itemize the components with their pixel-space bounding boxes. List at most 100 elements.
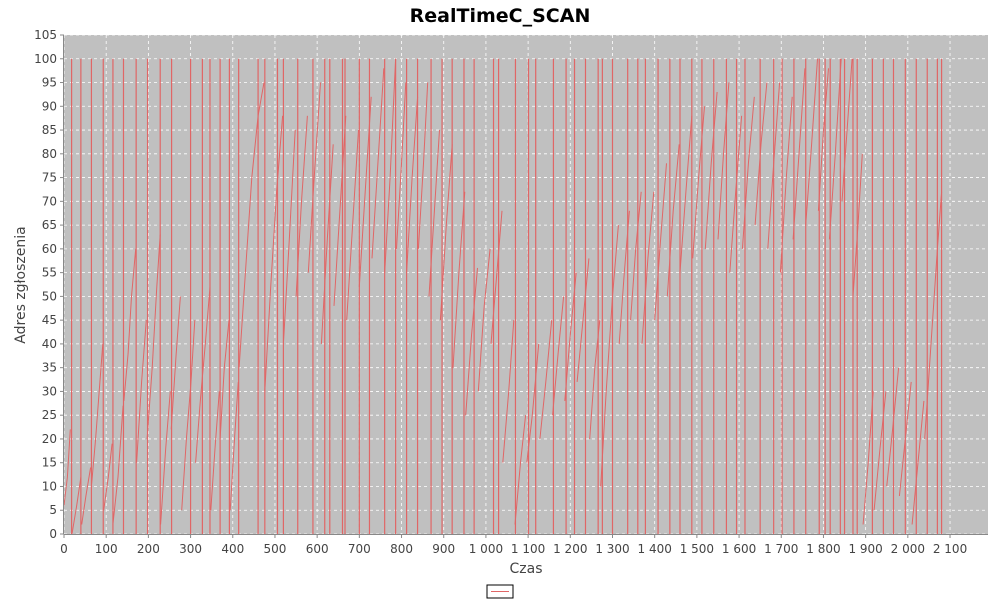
series-segment	[136, 320, 147, 463]
series-line	[63, 58, 943, 535]
series-segment	[195, 286, 211, 463]
x-tick-label: 1 100	[511, 542, 545, 556]
y-tick-label: 10	[42, 479, 57, 493]
series-segment	[886, 367, 900, 487]
x-tick-label: 1 000	[469, 542, 503, 556]
series-segment	[452, 191, 466, 368]
series-segment	[490, 210, 503, 344]
y-tick-label: 40	[42, 337, 57, 351]
series-segment	[741, 96, 755, 249]
x-axis-label: Czas	[510, 561, 543, 577]
x-tick-label: 2 000	[891, 542, 925, 556]
series-segment	[428, 129, 440, 297]
x-tick-label: 400	[221, 542, 244, 556]
series-segment	[123, 248, 137, 401]
y-tick-label: 45	[42, 313, 57, 327]
x-tick-label: 1 800	[806, 542, 840, 556]
series-segment	[729, 115, 743, 273]
series-segment	[754, 82, 768, 226]
y-tick-label: 0	[49, 527, 57, 541]
y-tick-label: 95	[42, 76, 57, 90]
x-tick-label: 2 100	[933, 542, 967, 556]
y-tick-label: 105	[34, 28, 57, 42]
series-segment	[792, 68, 806, 240]
x-tick-label: 1 300	[595, 542, 629, 556]
x-tick-label: 700	[348, 542, 371, 556]
series-segment	[589, 320, 601, 440]
y-tick-label: 25	[42, 408, 57, 422]
y-tick-label: 5	[49, 503, 57, 517]
series-segment	[841, 58, 853, 202]
series-segment	[502, 320, 515, 463]
y-tick-label: 100	[34, 52, 57, 66]
series-segment	[439, 144, 453, 321]
series-segment	[112, 405, 124, 525]
series-segment	[600, 225, 619, 487]
y-tick-label: 15	[42, 456, 57, 470]
series-segment	[862, 391, 874, 525]
plot-area	[64, 35, 988, 534]
y-tick-label: 60	[42, 242, 57, 256]
series-segment	[160, 391, 171, 525]
series-segment	[465, 267, 478, 416]
series-segment	[641, 191, 655, 344]
series-segment	[924, 191, 943, 440]
y-tick-label: 85	[42, 123, 57, 137]
grid	[63, 34, 988, 535]
series-segment	[692, 106, 705, 259]
series-segment	[779, 96, 793, 273]
series-segment	[371, 68, 385, 259]
x-tick-label: 100	[95, 542, 118, 556]
series-segment	[295, 115, 308, 297]
series-segment	[666, 144, 680, 297]
y-tick-label: 80	[42, 147, 57, 161]
y-tick-label: 90	[42, 99, 57, 113]
y-tick-label: 65	[42, 218, 57, 232]
series-segment	[103, 443, 113, 511]
series-segment	[264, 115, 284, 392]
series-segment	[71, 476, 82, 535]
y-tick-label: 20	[42, 432, 57, 446]
series-segment	[181, 320, 196, 511]
series-segment	[320, 144, 334, 344]
series-segment	[630, 191, 642, 321]
y-tick-label: 55	[42, 266, 57, 280]
x-tick-label: 1 400	[638, 542, 672, 556]
series-segment	[898, 381, 912, 497]
series-segment	[238, 82, 265, 368]
y-tick-label: 70	[42, 194, 57, 208]
series-segment	[717, 82, 730, 240]
x-tick-label: 600	[306, 542, 329, 556]
series-segment	[618, 210, 630, 344]
series-segment	[817, 68, 829, 211]
series-segment	[654, 163, 667, 321]
series-segment	[81, 467, 92, 525]
series-segment	[552, 296, 565, 416]
x-tick-label: 900	[432, 542, 455, 556]
series-segment	[873, 391, 887, 511]
x-tick-label: 500	[264, 542, 287, 556]
series-segment	[229, 381, 239, 511]
series-segment	[417, 82, 429, 249]
series-segment	[282, 129, 296, 344]
y-tick-label: 30	[42, 384, 57, 398]
series-segment	[358, 96, 372, 287]
series-segment	[852, 153, 863, 297]
series-segment	[63, 429, 71, 506]
x-tick-label: 1 900	[848, 542, 882, 556]
series-segment	[90, 343, 104, 487]
series-segment	[564, 272, 577, 401]
series-segment	[539, 320, 553, 440]
series-segment	[346, 129, 359, 321]
y-tick-label: 35	[42, 361, 57, 375]
x-tick-label: 1 700	[764, 542, 798, 556]
series-segment	[911, 400, 925, 525]
series-segment	[767, 82, 781, 249]
series-segment	[576, 258, 590, 382]
series-segment	[210, 391, 220, 511]
series-segment	[828, 58, 842, 240]
series-segment	[477, 248, 491, 392]
y-tick-label: 50	[42, 289, 57, 303]
y-axis-label: Adres zgłoszenia	[13, 226, 29, 343]
